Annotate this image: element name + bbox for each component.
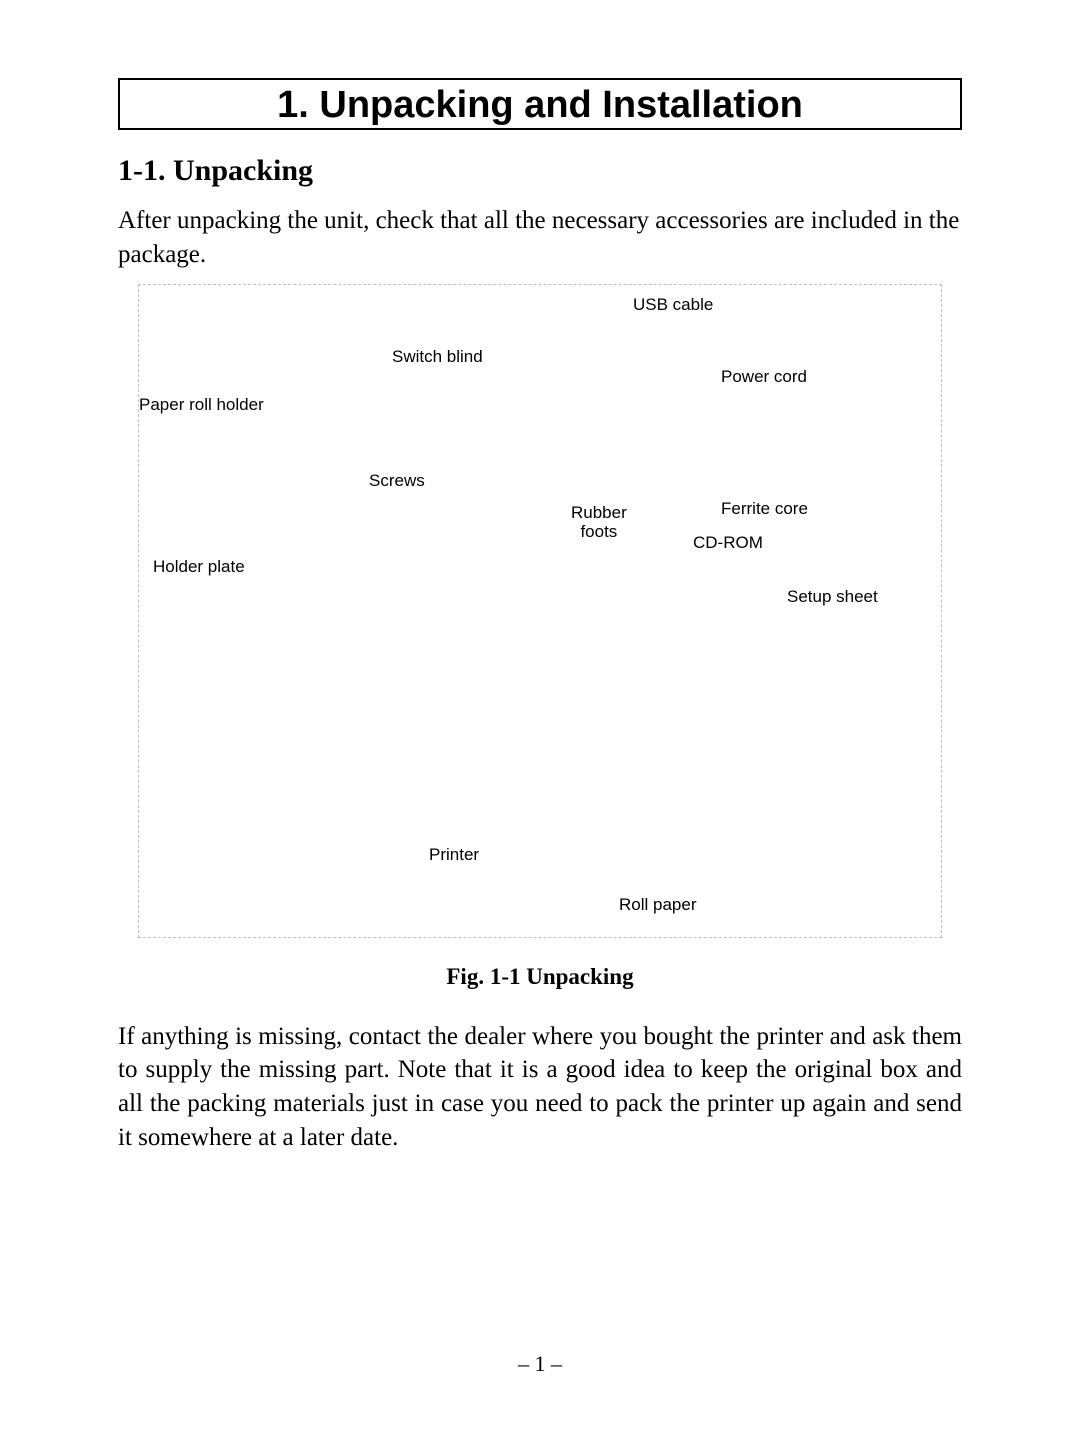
page: 1. Unpacking and Installation 1-1. Unpac… xyxy=(0,0,1080,1439)
label-setup-sheet: Setup sheet xyxy=(787,587,878,607)
figure-diagram: USB cable Switch blind Power cord Paper … xyxy=(138,284,942,938)
label-switch-blind: Switch blind xyxy=(392,347,483,367)
intro-paragraph: After unpacking the unit, check that all… xyxy=(118,204,962,272)
section-heading: 1-1. Unpacking xyxy=(118,154,962,188)
label-usb-cable: USB cable xyxy=(633,295,713,315)
label-screws: Screws xyxy=(369,471,425,491)
label-cd-rom: CD-ROM xyxy=(693,533,763,553)
page-number: – 1 – xyxy=(0,1351,1080,1377)
chapter-title-box: 1. Unpacking and Installation xyxy=(118,78,962,130)
label-power-cord: Power cord xyxy=(721,367,807,387)
label-rubber-foots: Rubber foots xyxy=(571,503,627,542)
figure-wrap: USB cable Switch blind Power cord Paper … xyxy=(118,284,962,990)
chapter-title: 1. Unpacking and Installation xyxy=(120,86,960,124)
label-holder-plate: Holder plate xyxy=(153,557,245,577)
figure-caption: Fig. 1-1 Unpacking xyxy=(118,964,962,990)
label-printer: Printer xyxy=(429,845,479,865)
label-roll-paper: Roll paper xyxy=(619,895,697,915)
closing-paragraph: If anything is missing, contact the deal… xyxy=(118,1020,962,1155)
label-ferrite-core: Ferrite core xyxy=(721,499,808,519)
label-paper-roll-holder: Paper roll holder xyxy=(139,395,264,415)
